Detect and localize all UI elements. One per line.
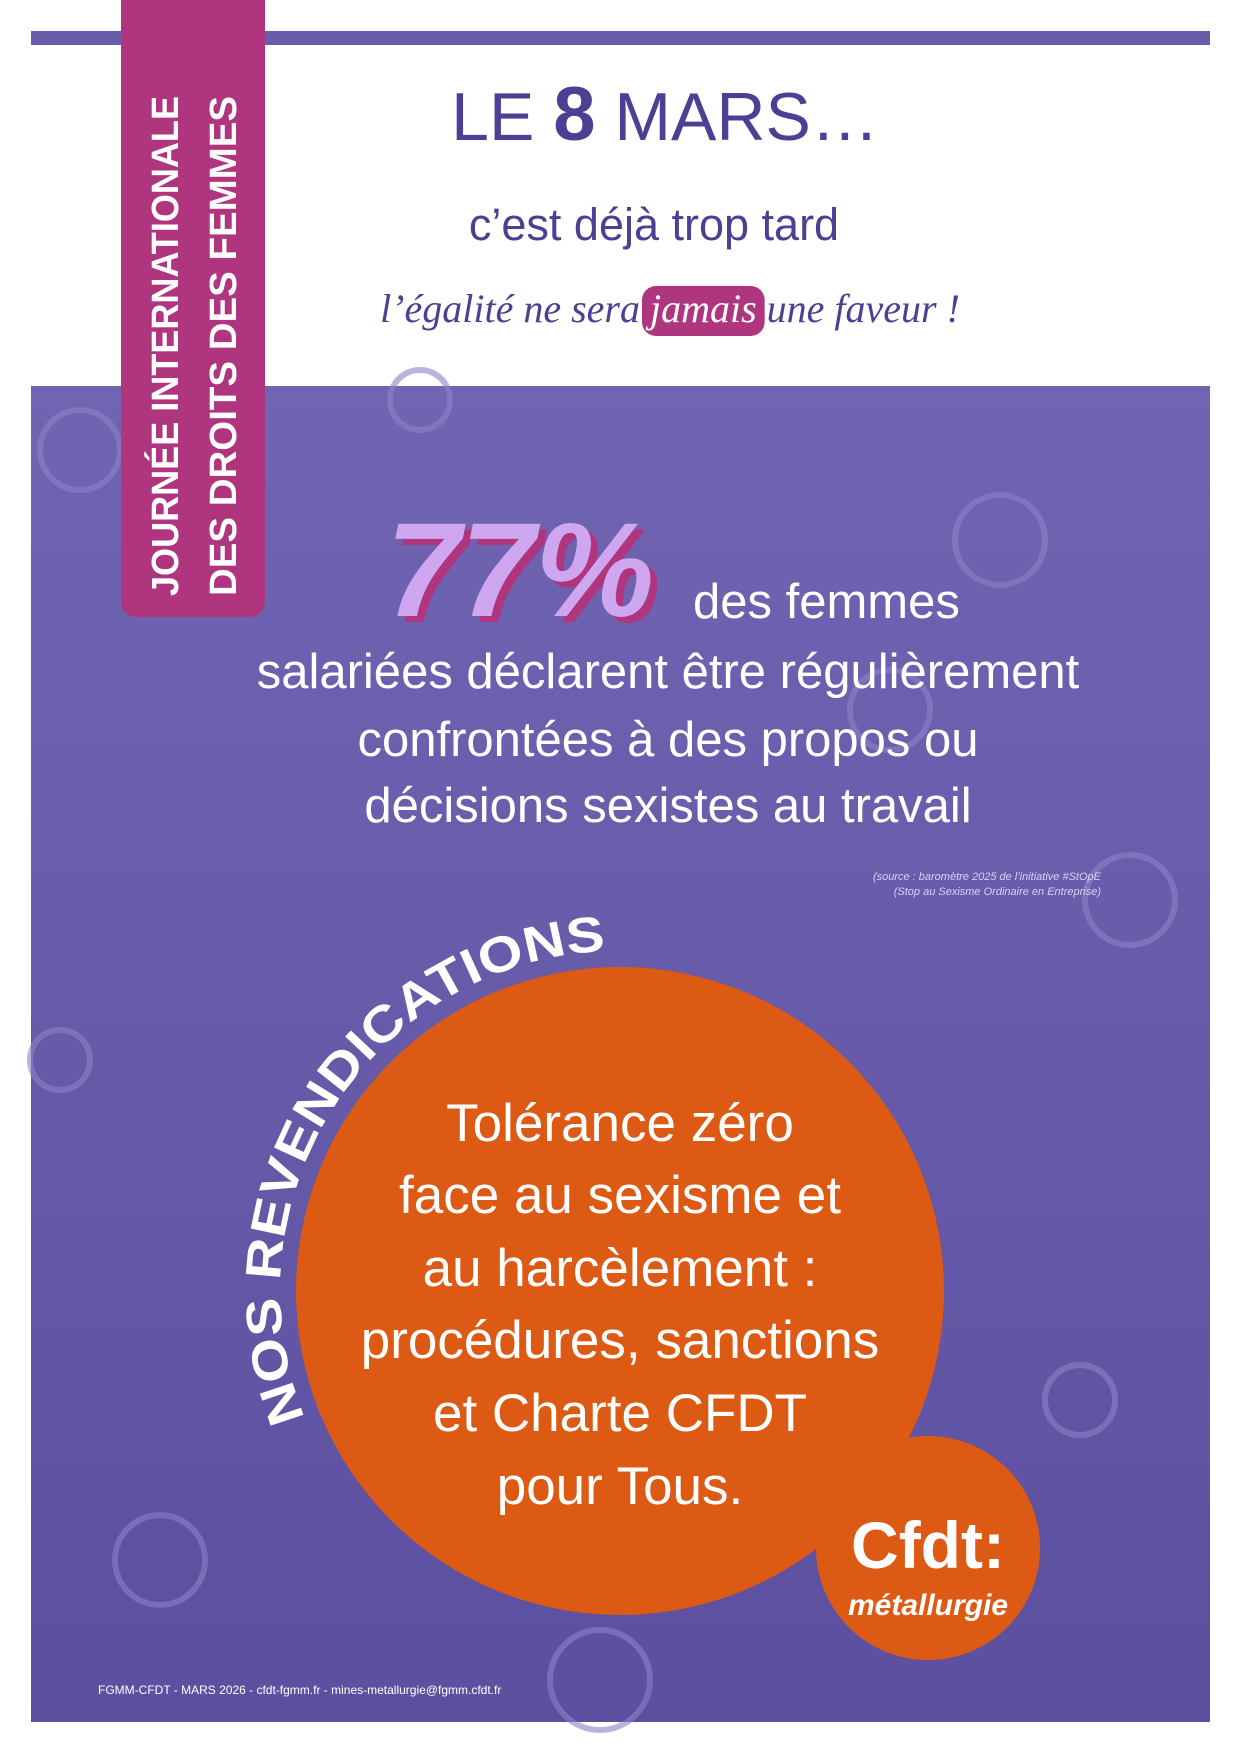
tagline-emphasis: jamais xyxy=(645,286,757,331)
tagline-part: l’égalité ne sera xyxy=(380,286,640,331)
banner xyxy=(121,0,265,617)
stat-shadow: 77% xyxy=(393,502,661,651)
source: (Stop au Sexisme Ordinaire en Entreprise… xyxy=(894,886,1102,898)
banner-line: DES DROITS DES FEMMES xyxy=(203,96,245,596)
demands-text: Tolérance zéro face au sexisme et au har… xyxy=(361,1094,880,1516)
stat-line: confrontées à des propos ou xyxy=(357,713,978,767)
stat-lead: des femmes xyxy=(693,575,960,629)
title-part: MARS… xyxy=(614,79,878,155)
demand-line: au harcèlement : xyxy=(423,1239,818,1298)
logo-name: Cfdt: xyxy=(851,1508,1005,1582)
logo-circle xyxy=(816,1436,1040,1660)
title-number: 8 xyxy=(553,72,595,157)
tagline: l’égalité ne sera jamais une faveur ! xyxy=(380,286,960,331)
highlight xyxy=(641,286,765,336)
demand-line: et Charte CFDT xyxy=(433,1384,807,1443)
stat-figure: 77% xyxy=(386,496,654,645)
demands-circle xyxy=(296,967,944,1615)
demand-line: Tolérance zéro xyxy=(446,1094,794,1153)
subtitle: c’est déjà trop tard xyxy=(469,199,839,250)
decor xyxy=(27,367,1178,1733)
tagline-part: une faveur ! xyxy=(767,286,960,331)
demand-line: face au sexisme et xyxy=(399,1166,841,1225)
stat-line: salariées déclarent être régulièrement xyxy=(257,645,1080,699)
top-bar xyxy=(31,31,1210,45)
footer: FGMM-CFDT - MARS 2026 - cfdt-fgmm.fr - m… xyxy=(98,1683,501,1697)
demand-line: procédures, sanctions xyxy=(361,1311,880,1370)
stat-line: décisions sexistes au travail xyxy=(364,779,971,833)
banner-line: JOURNÉE INTERNATIONALE xyxy=(143,96,187,596)
demand-line: pour Tous. xyxy=(497,1457,744,1516)
logo-sub: métallurgie xyxy=(848,1589,1008,1622)
title: LE 8 MARS… xyxy=(451,72,879,157)
title-part: LE xyxy=(451,79,534,155)
source: (source : baromètre 2025 de l’initiative… xyxy=(873,871,1102,883)
